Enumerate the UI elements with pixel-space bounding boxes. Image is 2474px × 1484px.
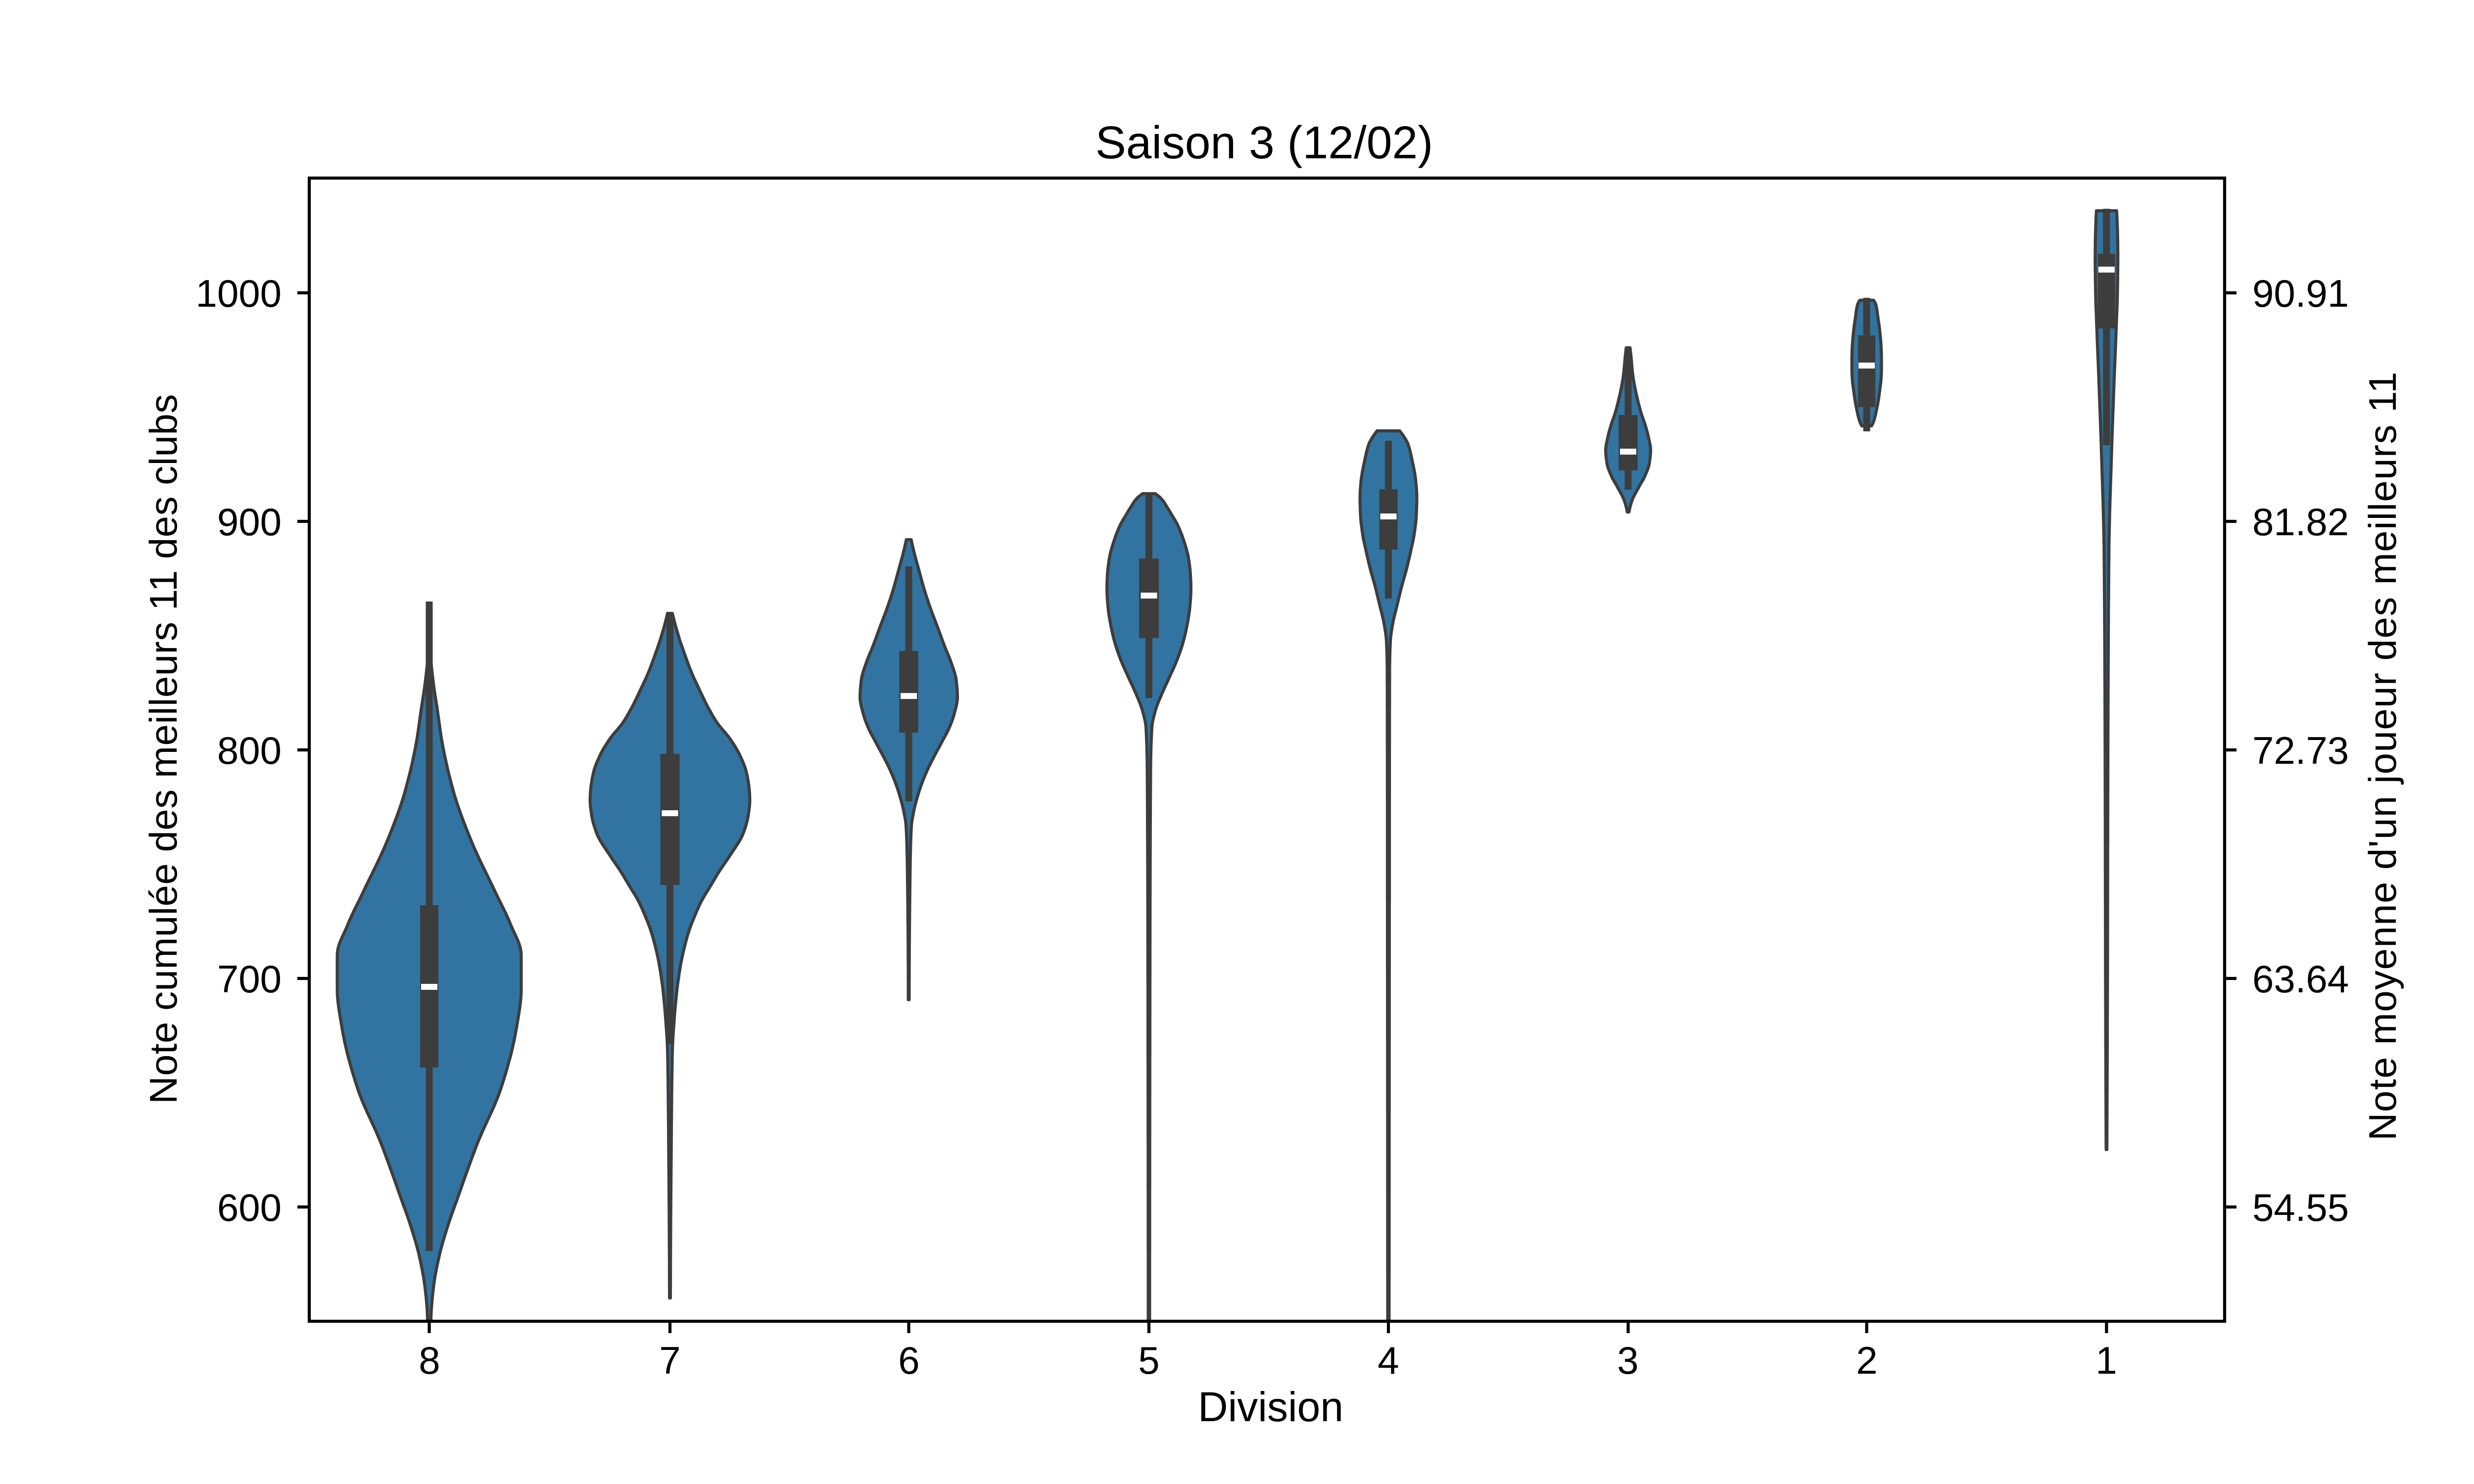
svg-text:6: 6 (898, 1339, 919, 1382)
svg-text:1000: 1000 (195, 272, 282, 315)
svg-text:3: 3 (1617, 1339, 1638, 1382)
svg-text:63.64: 63.64 (2252, 957, 2349, 1001)
svg-text:800: 800 (217, 729, 282, 772)
svg-text:900: 900 (217, 500, 282, 544)
svg-text:700: 700 (217, 957, 282, 1001)
svg-text:Note moyenne d'un joueur des m: Note moyenne d'un joueur des meilleurs 1… (2361, 371, 2404, 1141)
svg-text:Division: Division (1198, 1384, 1343, 1430)
svg-text:54.55: 54.55 (2252, 1186, 2349, 1229)
svg-text:Note cumulée des meilleurs 11: Note cumulée des meilleurs 11 des clubs (142, 394, 185, 1104)
svg-text:Saison 3 (12/02): Saison 3 (12/02) (1095, 117, 1433, 168)
svg-text:2: 2 (1856, 1339, 1877, 1382)
svg-text:7: 7 (659, 1339, 680, 1382)
svg-text:5: 5 (1138, 1339, 1159, 1382)
svg-text:1: 1 (2095, 1339, 2117, 1382)
svg-text:8: 8 (419, 1339, 440, 1382)
svg-text:81.82: 81.82 (2252, 500, 2349, 544)
svg-text:4: 4 (1378, 1339, 1399, 1382)
svg-text:72.73: 72.73 (2252, 729, 2349, 772)
svg-text:600: 600 (217, 1186, 282, 1229)
svg-text:90.91: 90.91 (2252, 272, 2349, 315)
